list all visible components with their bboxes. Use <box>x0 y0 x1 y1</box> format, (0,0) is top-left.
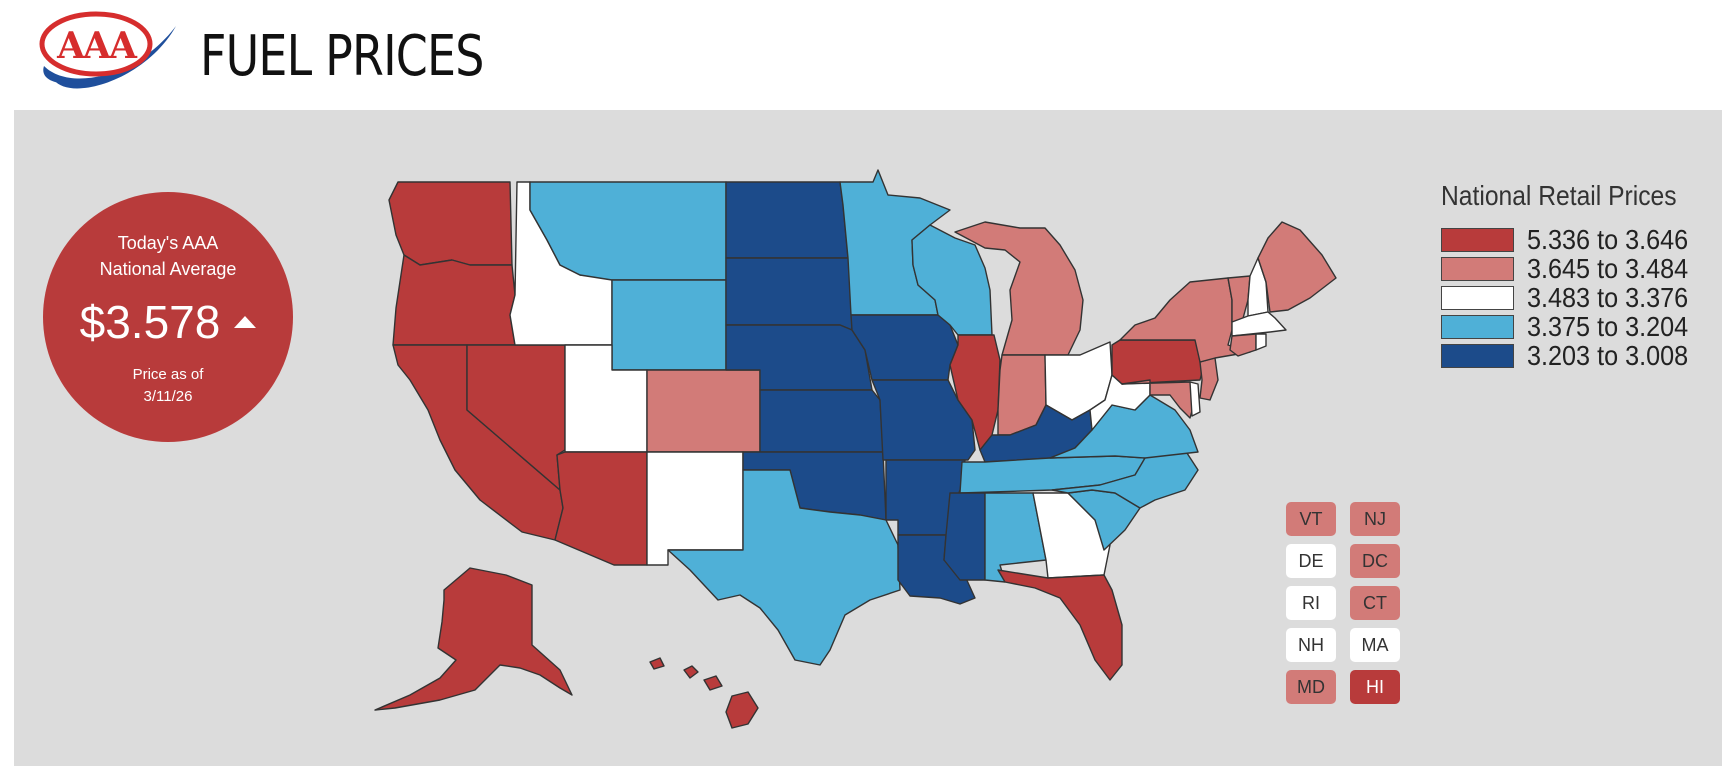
state-mo[interactable] <box>871 379 976 461</box>
legend-swatch <box>1441 344 1514 368</box>
state-ks[interactable] <box>759 389 884 453</box>
state-nc[interactable] <box>1051 449 1199 509</box>
legend-label: 3.645 to 3.484 <box>1527 253 1689 284</box>
state-me[interactable] <box>1257 221 1337 313</box>
national-average-label-1: Today's AAA <box>117 233 219 253</box>
state-co[interactable] <box>646 369 761 453</box>
state-wa[interactable] <box>388 181 513 266</box>
national-average-price: $3.578 <box>79 296 221 348</box>
state-fl[interactable] <box>997 569 1123 681</box>
state-az[interactable] <box>554 451 648 566</box>
aaa-logo-text: AAA <box>56 25 138 67</box>
legend-label: 3.203 to 3.008 <box>1527 340 1689 371</box>
aaa-logo[interactable]: AAA <box>36 10 182 96</box>
price-asof-date: 3/11/26 <box>143 388 193 405</box>
legend-swatch <box>1441 228 1514 252</box>
small-state-ct[interactable]: CT <box>1350 586 1400 620</box>
state-mt[interactable] <box>529 181 727 281</box>
trend-up-icon <box>234 316 257 328</box>
legend-label: 5.336 to 3.646 <box>1527 224 1689 255</box>
national-average-price-row: $3.578 <box>43 294 293 350</box>
small-state-hi[interactable]: HI <box>1350 670 1400 704</box>
price-asof-label: Price as of <box>132 366 204 383</box>
small-state-de[interactable]: DE <box>1286 544 1336 578</box>
state-de[interactable] <box>1189 381 1201 417</box>
small-state-nj[interactable]: NJ <box>1350 502 1400 536</box>
small-state-md[interactable]: MD <box>1286 670 1336 704</box>
national-average-label-2: National Average <box>99 259 237 279</box>
state-hi[interactable] <box>649 657 759 729</box>
small-state-ri[interactable]: RI <box>1286 586 1336 620</box>
state-ak[interactable] <box>374 567 573 711</box>
small-state-dc[interactable]: DC <box>1350 544 1400 578</box>
state-nd[interactable] <box>725 181 849 259</box>
state-wy[interactable] <box>611 279 727 371</box>
legend-swatch <box>1441 315 1514 339</box>
state-ri[interactable] <box>1255 333 1267 351</box>
state-nm[interactable] <box>646 451 744 566</box>
state-or[interactable] <box>392 254 516 346</box>
page-title: FUEL PRICES <box>200 24 484 89</box>
legend-title: National Retail Prices <box>1441 180 1677 211</box>
legend-label: 3.483 to 3.376 <box>1527 282 1689 313</box>
state-tx[interactable] <box>667 469 901 666</box>
legend-swatch <box>1441 257 1514 281</box>
state-vt[interactable] <box>1227 275 1251 323</box>
small-state-vt[interactable]: VT <box>1286 502 1336 536</box>
national-average-badge: Today's AAA National Average $3.578 Pric… <box>43 192 293 442</box>
legend-label: 3.375 to 3.204 <box>1527 311 1689 342</box>
small-state-ma[interactable]: MA <box>1350 628 1400 662</box>
legend-swatch <box>1441 286 1514 310</box>
state-ms[interactable] <box>943 492 986 581</box>
state-ct[interactable] <box>1229 333 1257 357</box>
state-pa[interactable] <box>1111 339 1206 385</box>
small-state-nh[interactable]: NH <box>1286 628 1336 662</box>
state-mi[interactable] <box>954 221 1084 356</box>
header: AAA FUEL PRICES <box>0 0 1736 110</box>
us-fuel-price-map <box>374 169 1337 729</box>
state-sd[interactable] <box>725 257 853 331</box>
state-nj[interactable] <box>1199 357 1219 401</box>
